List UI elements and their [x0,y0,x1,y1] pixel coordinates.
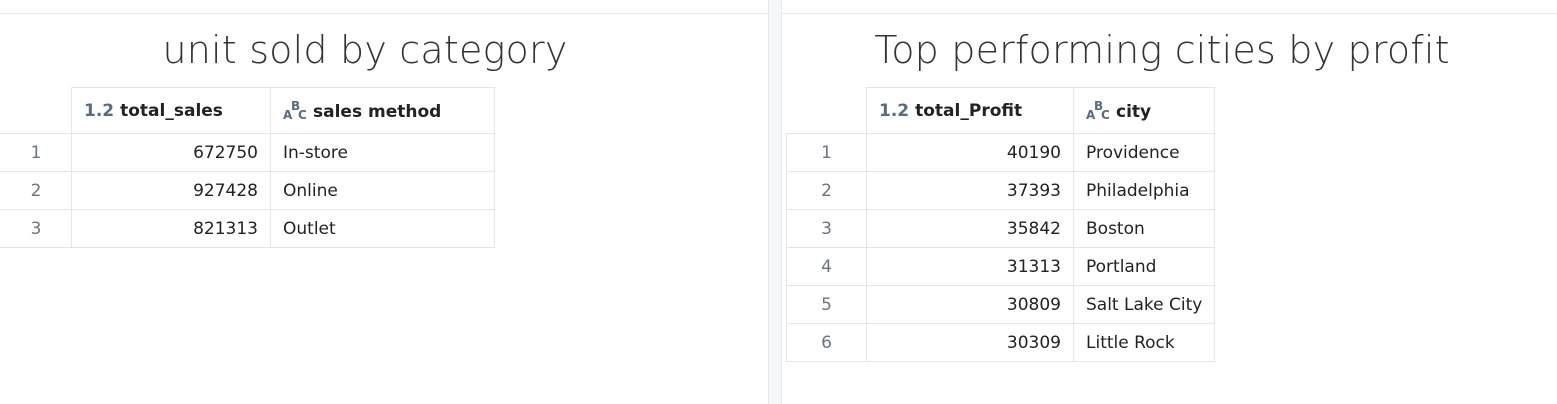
row-index: 3 [786,209,867,248]
row-index: 1 [786,133,867,172]
panel-splitter[interactable] [768,0,782,404]
panel-top-divider [0,13,768,14]
cell-city[interactable]: Boston [1072,209,1216,248]
panel-title: Top performing cities by profit [874,28,1450,72]
cell-total-profit[interactable]: 35842 [866,209,1074,248]
table-header-row: 1.2 total_sales A B C sales method [0,87,495,134]
column-header-total-sales[interactable]: 1.2 total_sales [71,87,271,134]
cell-total-profit[interactable]: 31313 [866,247,1074,286]
table-row: 1 672750 In-store [0,133,495,172]
table-row: 1 40190 Providence [786,133,1216,172]
cell-total-profit[interactable]: 37393 [866,171,1074,210]
row-index: 2 [0,171,72,210]
cell-sales-method[interactable]: Online [270,171,495,210]
cell-city[interactable]: Portland [1072,247,1216,286]
table-row: 4 31313 Portland [786,247,1216,286]
column-header-label: city [1116,101,1152,122]
table-row: 2 37393 Philadelphia [786,171,1216,210]
panel-top-divider [782,13,1557,14]
cell-total-sales[interactable]: 672750 [71,133,271,172]
numeric-type-icon: 1.2 [879,100,910,121]
table-row: 5 30809 Salt Lake City [786,285,1216,324]
cell-total-profit[interactable]: 30309 [866,323,1074,362]
table-row: 3 35842 Boston [786,209,1216,248]
cell-total-sales[interactable]: 927428 [71,171,271,210]
column-header-label: total_sales [120,100,223,121]
column-header-label: total_Profit [915,100,1023,121]
table-row: 6 30309 Little Rock [786,323,1216,362]
row-index: 6 [786,323,867,362]
cell-total-profit[interactable]: 40190 [866,133,1074,172]
cell-total-sales[interactable]: 821313 [71,209,271,248]
cell-city[interactable]: Salt Lake City [1072,285,1216,324]
table-header-row: 1.2 total_Profit A B C city [786,87,1216,134]
cell-total-profit[interactable]: 30809 [866,285,1074,324]
row-index: 3 [0,209,72,248]
panel-title: unit sold by category [162,28,568,72]
numeric-type-icon: 1.2 [84,100,115,121]
cell-sales-method[interactable]: Outlet [270,209,495,248]
table-row: 2 927428 Online [0,171,495,210]
results-table: 1.2 total_Profit A B C city 1 40190 Providen… [786,87,1216,362]
column-header-sales-method[interactable]: A B C sales method [270,87,495,134]
row-index: 4 [786,247,867,286]
column-header-city[interactable]: A B C city [1072,87,1216,134]
cell-city[interactable]: Little Rock [1072,323,1216,362]
column-header-total-profit[interactable]: 1.2 total_Profit [866,87,1074,134]
cell-city[interactable]: Providence [1072,133,1216,172]
row-index-header [0,87,72,134]
row-index: 1 [0,133,72,172]
row-index: 2 [786,171,867,210]
cell-sales-method[interactable]: In-store [270,133,495,172]
row-index: 5 [786,285,867,324]
row-index-header [786,87,867,134]
panel-top-cities: Top performing cities by profit 1.2 total… [782,0,1557,404]
cell-city[interactable]: Philadelphia [1072,171,1216,210]
column-header-label: sales method [313,101,442,122]
results-table: 1.2 total_sales A B C sales method 1 672750 … [0,87,495,248]
table-row: 3 821313 Outlet [0,209,495,248]
